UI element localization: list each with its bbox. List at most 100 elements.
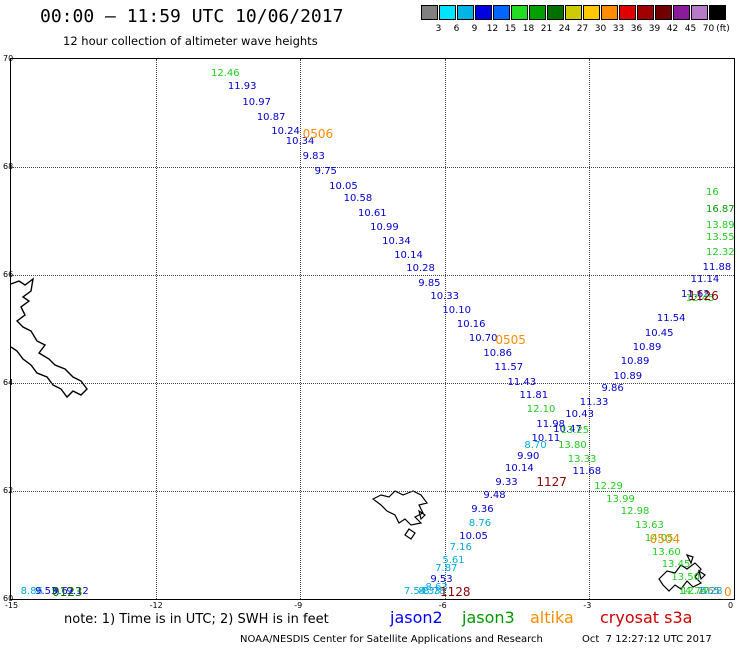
x-tick-label: -6	[438, 601, 447, 610]
wave-height-label: 10.11	[531, 433, 561, 445]
legend-swatch	[691, 5, 708, 20]
wave-height-label: 9.83	[302, 150, 325, 162]
wave-height-label: 13.55	[706, 232, 735, 244]
x-tick-label: -15	[5, 601, 19, 610]
legend-swatch	[511, 5, 528, 20]
wave-height-label: 5.61	[442, 554, 465, 566]
wave-height-label: 10.70	[468, 333, 498, 345]
wave-height-label: 10.10	[442, 304, 472, 316]
wave-height-label: 10.86	[483, 347, 512, 359]
legend-swatch	[673, 5, 690, 20]
legend-swatch	[637, 5, 654, 20]
wave-height-label: 9.85	[418, 277, 441, 289]
satellite-name: altika	[530, 608, 574, 627]
wave-height-label: 11.57	[494, 362, 524, 374]
wave-height-label: 12.10	[526, 403, 556, 415]
wave-height-label: 10.05	[329, 181, 358, 193]
legend-label: 24	[558, 24, 571, 34]
wave-height-label: 10.16	[456, 318, 486, 330]
wave-height-label: 10.45	[644, 328, 674, 339]
legend-swatch	[475, 5, 492, 20]
wave-height-label: 13.45	[661, 559, 691, 571]
wave-height-label: 9.53	[430, 573, 453, 585]
legend-swatch	[457, 5, 474, 20]
wave-height-label: 9.75	[314, 166, 337, 177]
grid-line-lat	[11, 167, 734, 168]
legend-swatch	[439, 5, 456, 20]
y-tick-label: 68	[3, 162, 14, 171]
wave-height-label: 10.24	[271, 125, 300, 137]
page-subtitle: 12 hour collection of altimeter wave hei…	[63, 34, 318, 48]
pass-time-label: 0505	[495, 333, 526, 348]
wave-height-label: 10.97	[242, 96, 271, 108]
legend-label: 9	[471, 24, 478, 34]
wave-height-label: 8.86	[20, 586, 43, 597]
wave-height-label: 7.16	[449, 542, 472, 554]
grid-line-lat	[11, 275, 734, 276]
legend-label: 70	[702, 24, 715, 34]
wave-height-label: 11.63	[680, 288, 710, 300]
legend-swatch	[619, 5, 636, 20]
wave-height-label: 10.33	[430, 291, 459, 303]
coastline-west	[11, 277, 88, 399]
credit-line: NOAA/NESDIS Center for Satellite Applica…	[240, 634, 543, 645]
wave-height-label: 10.28	[406, 263, 435, 275]
map-plot[interactable]: -15 -12 -9 -6 -3 0 60 62 64 66 68 70 12.46 11.93 10.97…	[3, 54, 735, 610]
legend-label: 33	[612, 24, 625, 34]
y-tick-label: 60	[3, 594, 14, 603]
wave-height-label: 12.45	[685, 292, 715, 304]
legend-swatch	[493, 5, 510, 20]
wave-height-label: 12.29	[594, 480, 623, 492]
legend-label: 27	[576, 24, 589, 34]
coastline-islands	[371, 490, 429, 540]
wave-height-label: 10.61	[358, 207, 387, 219]
wave-height-label: 13.25	[560, 425, 590, 437]
wave-height-label: 9.33	[495, 476, 518, 488]
wave-height-label: 8.33	[418, 586, 441, 597]
pass-time-label: 1127	[536, 474, 567, 489]
footnote: note: 1) Time is in UTC; 2) SWH is in fe…	[64, 612, 329, 627]
wave-height-label: 8.70	[524, 440, 547, 452]
wave-height-label: 13.50	[671, 572, 700, 584]
wave-height-label: 11.93	[227, 80, 257, 92]
wave-height-label: 7.87	[435, 562, 458, 574]
y-tick-label: 64	[3, 378, 14, 387]
x-tick-label: 0	[728, 601, 734, 610]
wave-height-label: 12.46	[211, 67, 240, 79]
wave-height-label: 9.86	[601, 383, 624, 395]
wave-height-label: 12.77	[680, 586, 710, 597]
satellite-name: cryosat s3a	[600, 608, 693, 627]
x-tick-label: -9	[294, 601, 303, 610]
wave-height-label: 8.78	[423, 586, 446, 597]
wave-height-label: 8.76	[468, 518, 492, 530]
wave-height-label: 10.05	[459, 530, 488, 542]
wave-height-label: 10.14	[505, 463, 534, 474]
wave-height-label: 10.58	[343, 193, 373, 204]
wave-height-label: 12.32	[706, 247, 735, 258]
wave-height-label: 13.63	[635, 519, 664, 531]
wave-height-label: 13.89	[706, 220, 735, 231]
wave-height-label: 10.14	[394, 249, 423, 261]
y-tick-label: 62	[3, 486, 14, 495]
legend-label: 36	[630, 24, 643, 34]
legend-label: 6	[453, 24, 460, 34]
wave-height-label: 14.74	[678, 585, 708, 597]
legend-label: 3	[435, 24, 442, 34]
wave-height-label: 9.62	[51, 586, 75, 597]
wave-height-label: 11.68	[572, 465, 602, 477]
y-tick-label: 66	[3, 270, 14, 279]
wave-height-label: 9.48	[483, 490, 506, 501]
wave-height-label: 16	[706, 186, 719, 198]
wave-height-label: 1.65	[697, 586, 721, 597]
wave-height-label: 9.12	[66, 586, 89, 597]
wave-height-label: 10.89	[632, 341, 662, 353]
legend-swatch	[655, 5, 672, 20]
wave-height-label: 11.14	[690, 274, 720, 285]
x-tick-label: -3	[583, 601, 592, 610]
wave-height-label: 10.43	[565, 409, 594, 420]
legend-label: 42	[666, 24, 679, 34]
wave-height-label: 7.54	[403, 586, 427, 597]
grid-line-lon	[589, 59, 591, 599]
wave-height-label: 10.34	[382, 236, 411, 248]
wave-height-label: 10.89	[613, 371, 643, 383]
